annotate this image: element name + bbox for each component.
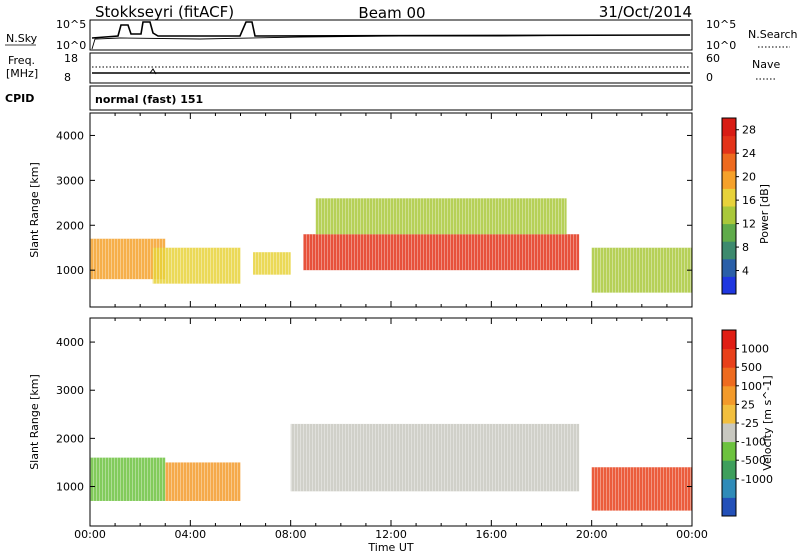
- velocity-regions: [90, 423, 692, 511]
- velocity-cbar-swatch: [722, 478, 736, 498]
- y-tick-label: 4000: [56, 129, 84, 142]
- nsky-label: N.Sky: [6, 32, 38, 45]
- y-tick-label: 2000: [56, 432, 84, 445]
- power-y-axis: 1000 2000 3000 4000: [56, 113, 693, 307]
- velocity-cbar-tick: 500: [741, 361, 762, 374]
- velocity-cbar-tick: -1000: [741, 473, 773, 486]
- freq-label-1: Freq.: [8, 54, 35, 67]
- power-cbar-swatch: [722, 153, 736, 172]
- velocity-y-axis: 1000 2000 3000 4000: [56, 318, 693, 526]
- nsky-frame: [89, 19, 693, 51]
- time-xlabel: Time UT: [367, 541, 413, 554]
- nsky-tick-top: 10^5: [56, 18, 86, 31]
- power-cbar-tick: 8: [742, 241, 749, 254]
- y-tick-label: 3000: [56, 174, 84, 187]
- x-tick-label: 12:00: [375, 528, 407, 541]
- cpid-panel: CPID normal (fast) 151: [5, 85, 693, 111]
- power-cbar-tick: 12: [742, 218, 756, 231]
- nsky-tick-bottom: 10^0: [56, 39, 86, 52]
- freq-tick-bottom: 8: [64, 71, 71, 84]
- power-regions: [90, 198, 692, 293]
- power-cbar-swatch: [722, 170, 736, 189]
- time-x-axis: 00:00 04:00 08:00 12:00 16:00 20:00 00:00: [74, 528, 708, 541]
- velocity-cbar-swatch: [722, 330, 736, 350]
- power-cbar-swatch: [722, 188, 736, 207]
- velocity-cbar-swatch: [722, 404, 736, 424]
- cpid-text: normal (fast) 151: [95, 93, 203, 106]
- power-colorbar: Power [dB] 4 8 12 16 20 24 28: [721, 117, 771, 295]
- velocity-cbar-tick: 25: [741, 398, 755, 411]
- power-cbar-tick: 24: [742, 147, 756, 160]
- velocity-colorbar: Velocity [m s^-1] 1000 500 100 25 -25 -100 -50…: [721, 329, 774, 517]
- nave-tick-bottom: 0: [706, 71, 713, 84]
- power-cbar-swatch: [722, 135, 736, 154]
- velocity-cbar-swatch: [722, 348, 736, 368]
- nsearch-tick-top: 10^5: [706, 18, 736, 31]
- power-panel: 1000 2000 3000 4000 Slant Range [km]: [28, 112, 693, 308]
- velocity-cbar-label: Velocity [m s^-1]: [761, 375, 774, 470]
- nave-label: Nave: [752, 58, 780, 71]
- velocity-cbar-swatch: [722, 367, 736, 387]
- y-tick-label: 2000: [56, 219, 84, 232]
- date-title: 31/Oct/2014: [599, 3, 692, 21]
- nsearch-tick-bottom: 10^0: [706, 39, 736, 52]
- nsky-panel: N.Sky 10^5 10^0 10^5 10^0 N.Search: [5, 18, 798, 52]
- power-cbar-swatch: [722, 241, 736, 260]
- y-tick-label: 1000: [56, 481, 84, 494]
- x-tick-label: 16:00: [475, 528, 507, 541]
- freq-tick-top: 18: [64, 52, 78, 65]
- power-cbar-label: Power [dB]: [758, 184, 771, 244]
- power-cbar-tick: 4: [742, 265, 749, 278]
- cpid-label: CPID: [5, 92, 34, 105]
- velocity-cbar-swatch: [722, 497, 736, 517]
- velocity-cbar-tick: 1000: [741, 343, 769, 356]
- nsky-trace: [91, 21, 691, 39]
- velocity-cbar-swatch: [722, 385, 736, 405]
- x-tick-label: 00:00: [676, 528, 708, 541]
- y-tick-label: 4000: [56, 336, 84, 349]
- velocity-cbar-swatch: [722, 441, 736, 461]
- nave-tick-top: 60: [706, 52, 720, 65]
- y-tick-label: 1000: [56, 264, 84, 277]
- power-cbar-swatch: [722, 206, 736, 225]
- power-cbar-swatch: [722, 118, 736, 137]
- velocity-cbar-tick: -25: [741, 417, 759, 430]
- freq-label-2: [MHz]: [6, 67, 38, 80]
- x-tick-label: 08:00: [275, 528, 307, 541]
- beam-title: Beam 00: [358, 4, 425, 22]
- velocity-cbar-swatch: [722, 423, 736, 443]
- freq-frame: [89, 52, 693, 84]
- cpid-frame: [89, 85, 693, 111]
- y-tick-label: 3000: [56, 384, 84, 397]
- velocity-ylabel: Slant Range [km]: [28, 374, 41, 470]
- power-cbar-swatch: [722, 223, 736, 242]
- x-tick-label: 20:00: [576, 528, 608, 541]
- x-tick-label: 00:00: [74, 528, 106, 541]
- velocity-cbar-tick: 100: [741, 380, 762, 393]
- station-title: Stokkseyri (fitACF): [95, 3, 234, 21]
- freq-panel: Freq. [MHz] 18 8 60 0 Nave: [6, 52, 780, 84]
- x-tick-label: 04:00: [174, 528, 206, 541]
- velocity-cbar-tick: -500: [741, 454, 766, 467]
- nsearch-label: N.Search: [748, 28, 798, 41]
- velocity-panel: 1000 2000 3000 4000 00:00 04:00 08:00 12:00 16:…: [28, 317, 708, 554]
- power-cbar-swatch: [722, 276, 736, 295]
- nsearch-trace: [91, 34, 690, 50]
- power-cbar-tick: 28: [742, 124, 756, 137]
- power-cbar-tick: 20: [742, 171, 756, 184]
- power-cbar-tick: 16: [742, 194, 756, 207]
- velocity-cbar-swatch: [722, 460, 736, 480]
- power-cbar-swatch: [722, 258, 736, 277]
- velocity-cbar-tick: -100: [741, 436, 766, 449]
- power-ylabel: Slant Range [km]: [28, 162, 41, 258]
